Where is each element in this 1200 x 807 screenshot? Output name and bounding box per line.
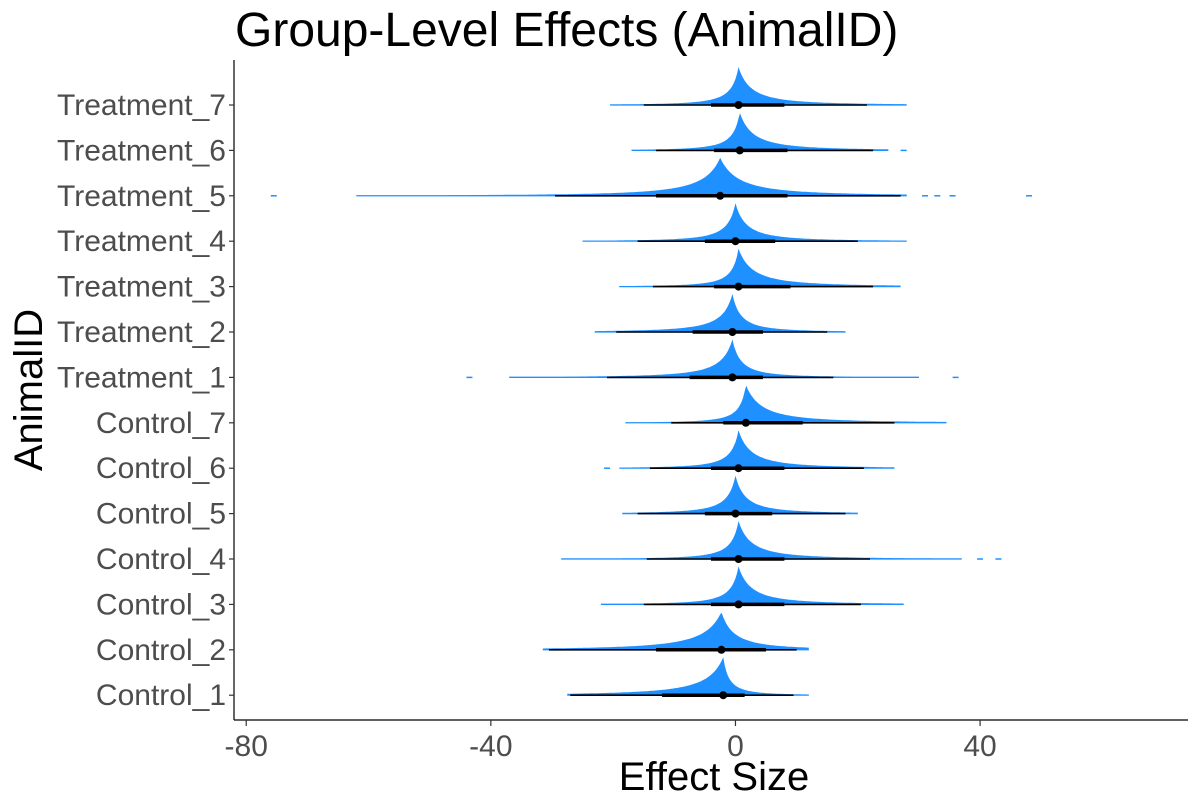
y-axis-title: AnimalID [7,309,51,471]
x-axis: -80 -40 0 40 [225,720,997,763]
median-point-Control_3 [734,600,743,609]
y-tick-label: Control_4 [96,543,226,576]
median-point-Control_2 [717,645,726,654]
y-tick-label: Control_3 [96,588,226,621]
y-tick-label: Treatment_2 [57,316,226,349]
violin-Control_6 [619,430,895,469]
y-tick-label: Control_7 [96,407,226,440]
median-point-Treatment_4 [731,237,740,246]
x-tick-label: -80 [225,730,268,763]
x-axis-title: Effect Size [619,755,809,799]
violin-Control_2 [542,612,809,650]
violin-Control_7 [625,385,947,423]
y-tick-label: Control_2 [96,634,226,667]
median-point-Treatment_7 [734,101,743,109]
x-tick-label: 40 [963,730,996,763]
violin-Treatment_7 [610,67,907,105]
chart-title: Group-Level Effects (AnimalID) [235,4,898,57]
violin-Control_5 [622,475,858,514]
y-tick-label: Treatment_6 [57,134,226,167]
median-point-Treatment_5 [716,191,725,200]
violin-Treatment_2 [594,294,846,332]
x-tick-label: -40 [469,730,512,763]
median-point-Control_4 [734,555,743,563]
median-point-Treatment_2 [728,328,737,336]
violin-Treatment_1 [509,339,919,378]
y-tick-label: Treatment_5 [57,180,226,213]
median-point-Control_7 [741,418,750,427]
violin-Treatment_5 [356,157,907,196]
violin-Control_3 [600,566,904,605]
violin-Control_1 [567,657,809,696]
median-point-Treatment_1 [728,373,737,382]
median-point-Treatment_3 [734,282,743,291]
y-tick-label: Control_6 [96,452,226,485]
y-tick-label: Treatment_1 [57,361,226,394]
x-tick-label: 0 [727,730,744,763]
median-point-Control_6 [734,464,743,473]
violin-layer [270,67,1032,700]
median-point-Control_5 [731,509,740,518]
violin-Treatment_4 [582,203,907,242]
y-tick-label: Treatment_3 [57,271,226,304]
y-tick-label: Treatment_7 [57,89,226,122]
median-point-Treatment_6 [735,146,744,155]
y-axis: Treatment_7 Treatment_6 Treatment_5 Treatme… [57,89,234,712]
y-tick-label: Control_5 [96,498,226,531]
y-tick-label: Control_1 [96,679,226,712]
violin-Treatment_3 [619,248,901,287]
y-tick-label: Treatment_4 [57,225,226,258]
violin-Control_4 [561,521,962,559]
violin-Treatment_6 [631,113,889,151]
median-point-Control_1 [719,691,728,700]
